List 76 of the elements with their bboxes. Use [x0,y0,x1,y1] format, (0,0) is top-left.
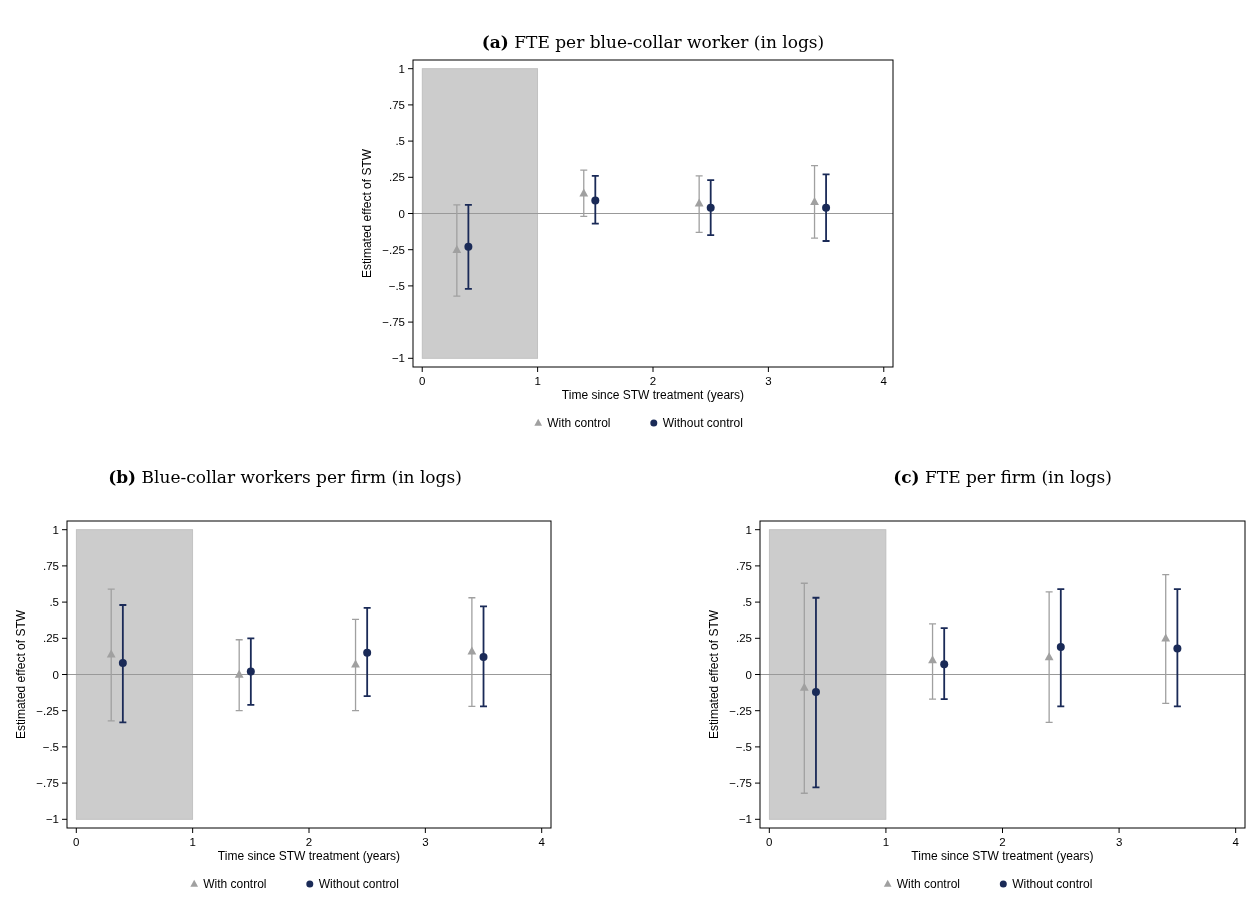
point [940,660,949,669]
y-tick-label: −.5 [735,740,752,753]
y-tick-label: .25 [736,632,752,645]
y-axis-title: Estimated effect of STW [707,609,721,740]
y-tick-label: −1 [738,813,752,826]
y-tick-label: −.25 [382,243,405,256]
legend-label: With control [896,877,961,891]
x-tick-label: 0 [73,836,80,848]
x-tick-label: 0 [766,836,773,848]
y-tick-label: −.25 [729,704,752,717]
point [822,203,831,212]
y-axis-title: Estimated effect of STW [14,609,28,740]
point [363,648,372,657]
point [1044,652,1054,661]
x-tick-label: 3 [765,375,772,387]
x-tick-label: 4 [880,375,888,387]
y-tick-label: .75 [43,559,59,572]
point [234,669,244,678]
y-tick-label: .25 [389,171,405,184]
chart-title: (c) FTE per firm (in logs) [893,467,1112,487]
y-tick-label: 0 [745,668,752,681]
point [810,197,819,206]
y-axis-title: Estimated effect of STW [360,148,374,279]
y-tick-label: −1 [45,813,59,826]
x-tick-label: 1 [534,375,541,387]
y-tick-label: −.25 [36,704,59,717]
legend-label: Without control [318,877,399,891]
y-tick-label: .5 [742,596,752,609]
y-tick-label: −.75 [36,777,59,790]
legend-label: Without control [1012,877,1093,891]
point [1173,644,1182,653]
point [351,659,360,668]
x-tick-label: 0 [419,375,426,387]
x-tick-label: 1 [882,836,890,848]
x-tick-label: 1 [189,836,196,848]
y-tick-label: 0 [398,207,405,220]
point [1056,642,1065,651]
y-tick-label: 1 [745,523,752,536]
point [118,658,127,667]
y-tick-label: −1 [391,352,405,365]
y-tick-label: .75 [389,98,405,111]
legend-label: Without control [662,416,743,430]
y-tick-label: .75 [736,559,752,572]
legend-label: With control [203,877,267,891]
x-axis-title: Time since STW treatment (years) [911,849,1094,863]
x-tick-label: 2 [999,836,1006,848]
point [246,667,255,676]
point [706,203,715,212]
y-tick-label: 0 [52,668,59,681]
y-tick-label: 1 [398,62,405,75]
y-tick-label: −.5 [388,279,405,292]
x-tick-label: 4 [1232,836,1240,848]
y-tick-label: −.5 [42,740,59,753]
y-tick-label: −.75 [729,777,752,790]
y-tick-label: .25 [43,632,59,645]
x-tick-label: 2 [649,375,657,387]
y-tick-label: −.75 [382,316,405,329]
point [694,198,704,207]
x-tick-label: 2 [305,836,313,848]
chart-title: (b) Blue-collar workers per firm (in logs) [108,467,462,487]
point [467,646,477,655]
point [591,196,600,205]
y-tick-label: .5 [395,135,405,148]
point [928,655,937,664]
x-tick-label: 3 [1115,836,1123,848]
chart-title: (a) FTE per blue-collar worker (in logs) [481,32,825,52]
y-tick-label: 1 [52,523,59,536]
point [811,687,820,696]
x-axis-title: Time since STW treatment (years) [561,388,745,402]
legend-label: With control [547,416,611,430]
x-tick-label: 3 [422,836,429,848]
x-tick-label: 4 [538,836,546,848]
point [464,242,473,251]
x-axis-title: Time since STW treatment (years) [217,849,401,863]
y-tick-label: .5 [49,596,59,609]
point [479,653,488,662]
